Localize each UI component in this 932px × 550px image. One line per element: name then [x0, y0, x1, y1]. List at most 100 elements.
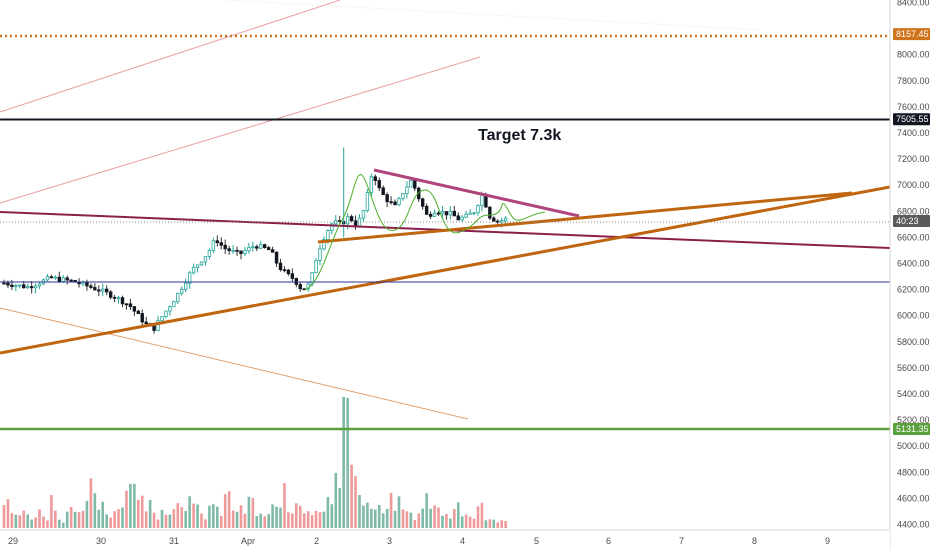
candle-body	[152, 325, 156, 331]
volume-bar	[109, 517, 112, 528]
candle-body	[389, 201, 393, 204]
candle-body	[420, 198, 425, 207]
candle-body	[207, 250, 212, 258]
candle-body	[460, 216, 464, 221]
candle-body	[49, 276, 54, 279]
candle-body	[409, 179, 413, 188]
candle-body	[365, 192, 370, 212]
candle-body	[349, 216, 354, 222]
candle-body	[444, 211, 449, 216]
candle-body	[330, 223, 334, 231]
price-axis-ticks: 8400.00 8000.00 7800.00 7600.00 7400.00 7200.…	[897, 0, 930, 530]
volume-bar	[42, 516, 45, 528]
volume-bar	[196, 504, 199, 528]
price-tick-label: 7200.00	[897, 154, 930, 164]
volume-bar	[334, 472, 338, 528]
candle-body	[464, 213, 468, 218]
volume-bar	[295, 503, 298, 528]
candle-body	[223, 244, 227, 250]
volume-bar	[504, 520, 507, 528]
time-axis-background	[0, 530, 890, 550]
time-tick-label: 30	[96, 536, 106, 546]
volume-bar	[89, 478, 93, 528]
price-tick-label: 8000.00	[897, 50, 930, 60]
long-rising-support-line[interactable]	[0, 185, 891, 355]
price-axis-background	[890, 0, 932, 550]
candle-body	[290, 273, 295, 279]
candle-body	[298, 283, 302, 290]
candle-body	[413, 179, 417, 189]
candle-body	[168, 306, 172, 312]
candle-body	[85, 281, 89, 287]
volume-bar	[125, 490, 128, 528]
volume-bar	[370, 508, 373, 528]
candle-body	[440, 211, 445, 214]
candle-body	[215, 240, 219, 244]
candle-body	[89, 285, 93, 288]
volume-bar	[73, 511, 77, 528]
volume-bar	[255, 516, 259, 528]
volume-bar	[216, 506, 219, 528]
candle-body	[401, 193, 405, 200]
volume-bar	[168, 514, 172, 528]
triangle-support-line[interactable]	[317, 191, 853, 244]
candle-body	[14, 285, 18, 287]
candle-body	[187, 272, 192, 284]
price-tags: 8157.45 7505.55 40:23 5131.35	[893, 28, 930, 436]
volume-bar	[219, 515, 223, 528]
candle-body	[29, 286, 34, 289]
volume-bar	[93, 493, 97, 528]
price-tick-label: 6600.00	[897, 232, 930, 242]
candle-body	[456, 215, 460, 221]
trendlines[interactable]	[0, 0, 891, 431]
price-axis[interactable]: 8400.00 8000.00 7800.00 7600.00 7400.00 7200.…	[889, 0, 932, 550]
candle-body	[172, 301, 176, 308]
volume-bar	[310, 515, 314, 528]
volume-bar	[188, 496, 191, 528]
volume-bar	[144, 511, 148, 528]
candle-body	[176, 292, 180, 303]
candle-body	[503, 217, 508, 222]
candle-body	[10, 284, 14, 287]
volume-bar	[472, 518, 476, 528]
time-tick-label: 4	[460, 536, 465, 546]
candle-body	[274, 251, 279, 264]
volume-bar	[346, 398, 349, 528]
volume-bar	[156, 519, 160, 528]
volume-bar	[500, 520, 503, 528]
candle-body	[105, 288, 109, 293]
candle-body	[120, 297, 125, 305]
candle-body	[314, 260, 318, 274]
candle-body	[22, 284, 26, 289]
volume-bar	[381, 513, 385, 528]
candle-body	[397, 198, 401, 206]
candle-body	[488, 206, 492, 219]
candle-body	[468, 212, 472, 215]
volume-bar	[484, 520, 488, 528]
channel-line-upper[interactable]	[0, 0, 341, 113]
volume-bar	[453, 509, 456, 528]
candle-body	[492, 217, 496, 222]
time-tick-label: 8	[752, 536, 757, 546]
price-tick-label: 7600.00	[897, 102, 930, 112]
volume-bar	[322, 511, 326, 528]
triangle-resistance-line[interactable]	[373, 168, 580, 218]
volume-bar	[113, 511, 116, 528]
descending-thin-line[interactable]	[0, 307, 469, 420]
volume-bar	[184, 511, 187, 528]
price-tag	[893, 28, 930, 41]
price-tick-label: 6200.00	[897, 285, 930, 295]
volume-bar	[243, 513, 247, 528]
channel-line-lower[interactable]	[0, 56, 481, 204]
price-tick-label: 4400.00	[897, 520, 930, 530]
candle-body	[132, 306, 137, 312]
volume-bar	[69, 506, 73, 528]
volume-bar	[227, 491, 231, 528]
candle-body	[322, 239, 326, 250]
candle-body	[57, 276, 61, 282]
time-axis[interactable]: 29 30 31 Apr 2 3 4 5 6 7 8 9	[0, 529, 890, 550]
time-axis-labels: 29 30 31 Apr 2 3 4 5 6 7 8 9	[8, 536, 830, 546]
projection-curve[interactable]	[304, 174, 546, 291]
